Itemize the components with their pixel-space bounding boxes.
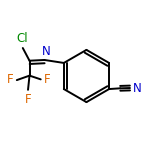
Text: F: F: [7, 73, 14, 86]
Text: N: N: [133, 81, 141, 95]
Text: F: F: [25, 93, 31, 106]
Text: F: F: [44, 73, 51, 86]
Text: Cl: Cl: [16, 32, 28, 45]
Text: N: N: [42, 45, 51, 58]
